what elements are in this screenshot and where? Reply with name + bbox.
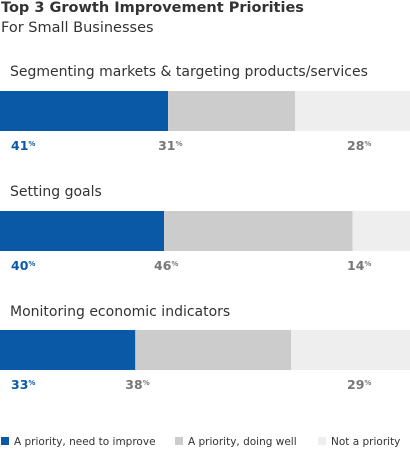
bar-segment-need-to-improve [0,330,136,370]
value-label-not-priority: 29% [347,377,371,392]
bar-segment-not-priority [352,211,410,251]
legend-label-not-priority: Not a priority [331,436,401,448]
value-label-doing-well: 46% [154,258,178,273]
bar-segment-need-to-improve [0,91,169,131]
chart-title: Top 3 Growth Improvement Priorities [1,0,304,16]
stacked-bar-chart: Segmenting markets & targeting products/… [0,64,410,392]
legend-item-need-to-improve: A priority, need to improve [1,436,156,448]
value-label-doing-well: 38% [125,377,149,392]
category-label: Segmenting markets & targeting products/… [10,64,368,80]
value-label-not-priority: 14% [347,258,371,273]
value-label-doing-well: 31% [158,138,182,153]
legend-swatch-doing-well [175,437,183,445]
bar-segment-doing-well [164,211,353,251]
value-label-need-to-improve: 41% [11,138,35,153]
legend-item-not-priority: Not a priority [318,436,400,448]
bar-segment-not-priority [295,91,410,131]
category-label: Setting goals [10,184,102,200]
legend-label-need-to-improve: A priority, need to improve [14,436,156,448]
bar-segment-not-priority [291,330,410,370]
bar-segment-doing-well [168,91,296,131]
chart-subtitle: For Small Businesses [1,20,154,36]
legend-swatch-need-to-improve [1,437,9,445]
legend: A priority, need to improve A priority, … [0,436,410,450]
category-label: Monitoring economic indicators [10,304,230,320]
legend-label-doing-well: A priority, doing well [188,436,297,448]
bar-segment-need-to-improve [0,211,164,251]
value-label-need-to-improve: 40% [11,258,35,273]
legend-swatch-not-priority [318,437,326,445]
value-label-need-to-improve: 33% [11,377,35,392]
bar-segment-doing-well [135,330,292,370]
value-label-not-priority: 28% [347,138,371,153]
legend-item-doing-well: A priority, doing well [175,436,297,448]
